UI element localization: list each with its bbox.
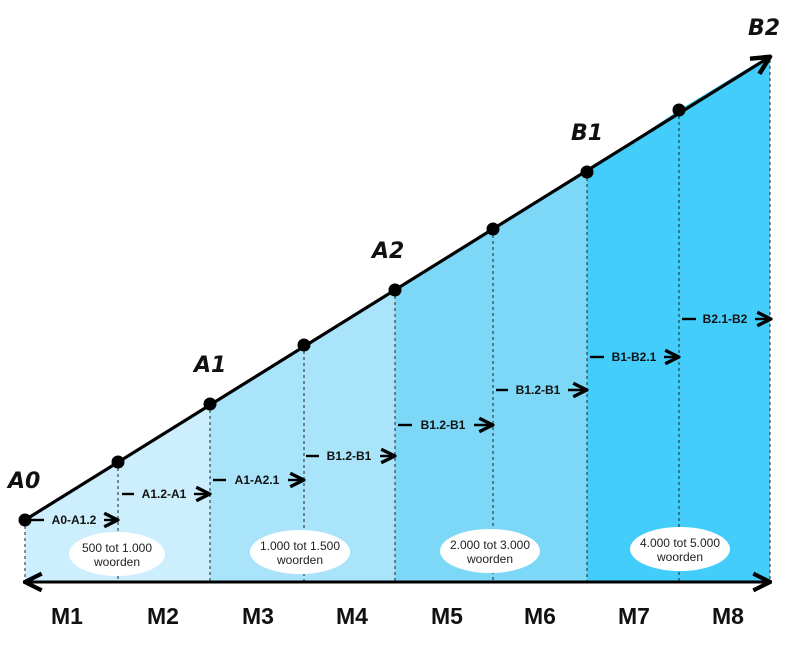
band-m3-m4 xyxy=(210,290,395,582)
milestone-dot xyxy=(203,397,217,411)
step-label: A1.2-A1 xyxy=(142,487,187,501)
level-label-a0: A0 xyxy=(6,469,40,494)
module-label-m3: M3 xyxy=(242,603,274,629)
vocab-ellipse xyxy=(69,532,165,576)
vocab-text-line1: 2.000 tot 3.000 xyxy=(450,538,530,552)
vocab-text-line1: 1.000 tot 1.500 xyxy=(260,539,340,553)
milestone-dot xyxy=(297,338,311,352)
vocab-text-line2: woorden xyxy=(93,555,140,569)
level-label-a2: A2 xyxy=(370,239,404,264)
vocab-bubble: 500 tot 1.000 woorden xyxy=(69,532,165,576)
step-label: B1-B2.1 xyxy=(612,350,657,364)
module-label-m6: M6 xyxy=(524,603,556,629)
step-label: B1.2-B1 xyxy=(421,418,466,432)
milestone-dot xyxy=(486,222,500,236)
milestone-dot xyxy=(672,103,686,117)
milestone-dot xyxy=(388,283,402,297)
level-label-b1: B1 xyxy=(571,121,603,146)
step-arrows xyxy=(30,319,769,520)
vocab-text-line2: woorden xyxy=(276,553,323,567)
vocab-text-line1: 500 tot 1.000 xyxy=(82,541,152,555)
band-m7-m8 xyxy=(587,55,770,582)
step-label: B1.2-B1 xyxy=(327,449,372,463)
module-label-m5: M5 xyxy=(431,603,463,629)
level-label-a1: A1 xyxy=(192,353,226,378)
vocab-ellipse xyxy=(250,530,350,574)
milestone-dot xyxy=(18,513,32,527)
level-label-b2: B2 xyxy=(748,16,780,41)
vocab-text-line2: woorden xyxy=(656,550,703,564)
vocab-ellipse xyxy=(440,529,540,573)
vocab-ellipse xyxy=(630,527,730,571)
vocab-bubble: 4.000 tot 5.000 woorden xyxy=(630,527,730,571)
milestone-dot xyxy=(580,165,594,179)
vocab-text-line2: woorden xyxy=(466,552,513,566)
vocab-bubble: 2.000 tot 3.000 woorden xyxy=(440,529,540,573)
module-label-m7: M7 xyxy=(618,603,650,629)
step-label: A0-A1.2 xyxy=(52,513,97,527)
step-label: B1.2-B1 xyxy=(516,383,561,397)
module-label-m1: M1 xyxy=(51,603,83,629)
step-label: B2.1-B2 xyxy=(703,312,748,326)
vocab-bubble: 1.000 tot 1.500 woorden xyxy=(250,530,350,574)
milestone-dots xyxy=(18,103,686,527)
vocab-text-line1: 4.000 tot 5.000 xyxy=(640,536,720,550)
band-m5-m6 xyxy=(395,172,587,582)
milestone-dot xyxy=(111,455,125,469)
module-label-m8: M8 xyxy=(712,603,744,629)
module-label-m4: M4 xyxy=(336,603,368,629)
module-label-m2: M2 xyxy=(147,603,179,629)
step-label: A1-A2.1 xyxy=(235,473,280,487)
